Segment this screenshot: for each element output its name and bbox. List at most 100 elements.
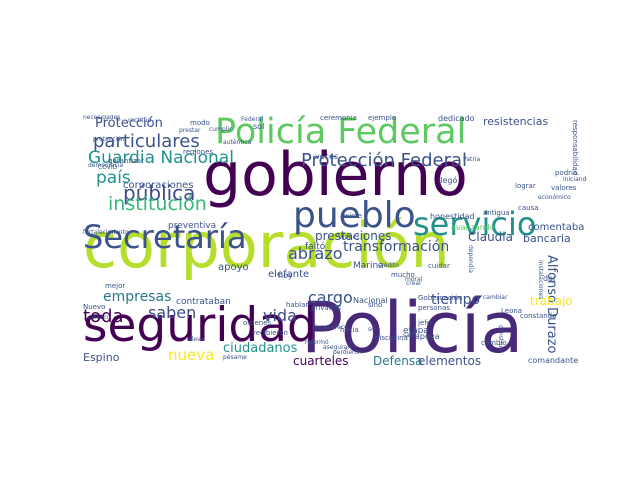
- cloud-word: democracia: [88, 162, 124, 169]
- cloud-word: apoya: [415, 332, 440, 341]
- cloud-word: mucho: [391, 271, 415, 279]
- cloud-word: cargo: [308, 288, 353, 307]
- cloud-word: dependía: [467, 245, 474, 273]
- cloud-word: eleva: [188, 336, 205, 343]
- cloud-word: pueblo: [293, 195, 416, 236]
- cloud-word: Marina: [353, 261, 384, 271]
- cloud-word: gobierno: [203, 140, 468, 210]
- cloud-word: cuarteles: [293, 354, 349, 368]
- cloud-word: resistencias: [483, 115, 549, 128]
- cloud-word: avanzando: [451, 223, 495, 232]
- cloud-word: ordenes: [243, 319, 272, 327]
- cloud-word: cuidar: [428, 262, 450, 270]
- cloud-word: construir: [497, 325, 504, 352]
- cloud-word: tiempo: [431, 292, 481, 308]
- cloud-word: personas: [418, 304, 450, 312]
- cloud-word: comandante: [528, 356, 579, 365]
- cloud-word: privadas: [311, 304, 342, 312]
- cloud-word: abrazo: [288, 244, 343, 263]
- cloud-word: valores: [551, 184, 577, 192]
- cloud-word: hablar: [286, 301, 309, 309]
- cloud-word: Guardia Nacional: [88, 148, 234, 168]
- cloud-word: etapa: [403, 326, 429, 336]
- cloud-word: sino: [368, 301, 383, 309]
- cloud-word: lograr: [515, 182, 536, 190]
- cloud-word: desaparece: [313, 324, 348, 331]
- cloud-word: ciudadanos: [223, 341, 298, 356]
- cloud-word: corporaciones: [123, 180, 194, 191]
- cloud-word: garantizar: [108, 157, 144, 165]
- word-cloud: corporación gobierno Policía seguridad Polic…: [83, 115, 587, 369]
- cloud-word: podría: [555, 169, 578, 177]
- cloud-word: transformación: [343, 239, 450, 255]
- cloud-word: cambiar: [483, 294, 508, 301]
- cloud-word: Vizuet: [338, 233, 360, 241]
- cloud-word: Protección: [95, 116, 163, 131]
- cloud-word: particulares: [93, 131, 200, 152]
- cloud-word: regiones: [183, 148, 214, 156]
- cloud-word: disciplina: [375, 334, 408, 342]
- cloud-word: existe: [341, 212, 362, 220]
- cloud-word: antigua: [483, 209, 510, 217]
- cloud-word: constando: [520, 312, 557, 320]
- cloud-word: llegó: [438, 176, 458, 185]
- cloud-word: nueva: [168, 346, 215, 364]
- cloud-word: veces: [315, 152, 339, 161]
- cloud-word: país: [96, 168, 131, 188]
- cloud-word: toda: [83, 306, 124, 327]
- cloud-word: moral: [405, 276, 423, 283]
- cloud-word: crédito: [378, 262, 399, 269]
- cloud-word: económico: [538, 194, 571, 201]
- cloud-word: Patria: [463, 156, 481, 163]
- cloud-word: bancaria: [523, 232, 571, 245]
- cloud-word: sólo: [368, 326, 381, 333]
- cloud-word: prestaciones: [315, 229, 392, 243]
- cloud-word: cambio: [481, 339, 507, 347]
- cloud-word: hacia: [340, 326, 359, 334]
- cloud-word: trabajo: [530, 294, 573, 308]
- cloud-word: pésame: [223, 354, 247, 361]
- cloud-word: honestidad: [430, 212, 475, 221]
- cloud-word: institución: [108, 193, 207, 215]
- cloud-word: asegurar: [323, 344, 350, 351]
- cloud-word: Leona: [501, 307, 523, 315]
- cloud-word: elefante: [268, 269, 310, 280]
- cloud-word: hoy: [278, 271, 293, 280]
- cloud-word: Protección Federal: [301, 150, 467, 171]
- cloud-word: comentaba: [528, 222, 585, 233]
- cloud-word: instalaciones: [537, 260, 544, 300]
- cloud-word: auténtica: [223, 139, 252, 146]
- cloud-word: preventiva: [168, 221, 217, 231]
- cloud-word: iniciando: [563, 176, 587, 183]
- cloud-word: Nacional: [353, 296, 388, 305]
- cloud-word: servicio: [413, 205, 537, 243]
- cloud-word: vida: [263, 306, 297, 325]
- cloud-word: Espino: [83, 351, 120, 364]
- cloud-word: salir: [403, 332, 416, 339]
- cloud-word: COVID: [98, 164, 118, 171]
- cloud-word: Policía Federal: [215, 115, 467, 152]
- cloud-word: protección: [93, 136, 125, 143]
- cloud-word: fortalecimiento: [83, 229, 129, 236]
- cloud-word: Claudia: [468, 230, 513, 244]
- cloud-word: recibieron: [253, 329, 288, 337]
- cloud-word: seguridad: [83, 298, 317, 353]
- cloud-word: Defensa: [373, 354, 423, 368]
- cloud-word: celebró: [88, 314, 111, 321]
- cloud-word: rectitud: [128, 117, 152, 124]
- cloud-word: faltó: [305, 242, 326, 252]
- cloud-word: Policía: [301, 287, 524, 369]
- cloud-word: empresas: [103, 289, 172, 305]
- cloud-word: perdieron: [333, 349, 362, 356]
- cloud-word: apoyo: [218, 262, 249, 273]
- cloud-word: ejemplo: [368, 115, 397, 122]
- cloud-word: modo: [190, 119, 210, 127]
- cloud-word: saben: [148, 303, 197, 322]
- cloud-word: causa: [518, 204, 539, 212]
- cloud-word: corporación: [83, 209, 450, 282]
- cloud-word: ceremonia: [320, 115, 357, 122]
- cloud-word: contrataban: [176, 297, 231, 307]
- cloud-word: prestar: [179, 127, 201, 134]
- cloud-word: cumplir: [209, 126, 232, 133]
- cloud-word: dar: [543, 274, 557, 283]
